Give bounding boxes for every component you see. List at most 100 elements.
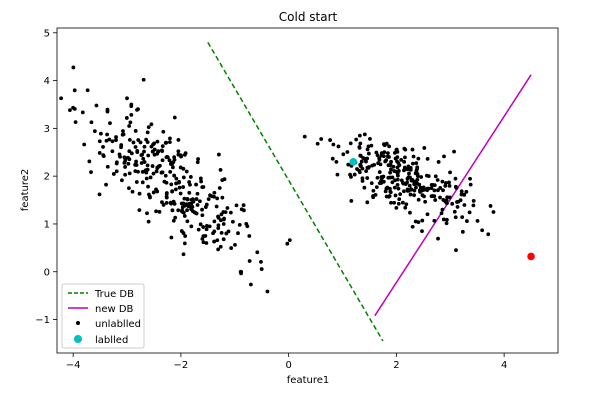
unlabelled-point: [416, 220, 421, 225]
legend-frame: [61, 283, 145, 349]
x-tick-label: −4: [66, 360, 81, 371]
unlabelled-point: [491, 210, 496, 214]
unlabelled-point: [126, 155, 130, 160]
unlabelled-point: [121, 132, 126, 137]
unlabelled-point: [411, 161, 415, 166]
unlabelled-point: [173, 215, 178, 220]
unlabelled-point: [401, 181, 406, 186]
unlabelled-point: [464, 189, 469, 194]
unlabelled-point: [362, 132, 367, 137]
unlabelled-point: [142, 144, 147, 149]
unlabelled-point: [142, 149, 146, 154]
unlabelled-point: [200, 213, 205, 218]
unlabelled-point: [141, 156, 146, 161]
unlabelled-point: [458, 198, 463, 203]
unlabelled-point: [405, 180, 409, 185]
unlabelled-point: [206, 197, 211, 202]
unlabelled-point: [358, 162, 363, 167]
unlabelled-point: [460, 215, 465, 220]
unlabelled-point: [152, 141, 157, 146]
unlabelled-point: [185, 197, 190, 201]
unlabelled-point: [105, 164, 110, 169]
unlabelled-point: [440, 179, 445, 184]
unlabelled-point: [386, 175, 391, 180]
unlabelled-point: [414, 161, 419, 166]
unlabelled-point: [391, 164, 396, 169]
unlabelled-point: [341, 152, 346, 157]
unlabelled-point: [244, 221, 249, 226]
unlabelled-point: [176, 208, 181, 213]
unlabelled-point: [366, 166, 371, 170]
unlabelled-point: [465, 219, 469, 223]
unlabelled-point: [198, 176, 203, 181]
unlabelled-point: [468, 176, 472, 181]
unlabelled-point: [436, 160, 441, 164]
unlabelled-point: [388, 170, 393, 175]
unlabelled-point: [370, 163, 375, 168]
unlabelled-point: [170, 208, 175, 213]
y-tick-label: 1: [44, 219, 50, 230]
unlabelled-point: [426, 186, 431, 191]
unlabelled-point: [181, 166, 186, 171]
unlabelled-point: [395, 171, 400, 176]
unlabelled-point: [365, 147, 370, 152]
unlabelled-point: [129, 151, 134, 156]
unlabelled-point: [137, 191, 142, 196]
unlabelled-point: [336, 144, 341, 149]
unlabelled-point: [359, 159, 364, 164]
labelled-point: [527, 252, 535, 261]
unlabelled-point: [420, 229, 424, 233]
unlabelled-point: [406, 175, 411, 180]
unlabelled-point: [97, 192, 102, 197]
unlabelled-point: [377, 170, 382, 174]
unlabelled-point: [441, 217, 446, 222]
unlabelled-point: [68, 108, 72, 112]
unlabelled-point: [110, 149, 115, 154]
unlabelled-point: [174, 181, 178, 186]
unlabelled-point: [407, 183, 412, 188]
unlabelled-point: [393, 193, 398, 198]
unlabelled-point: [181, 185, 186, 189]
unlabelled-point: [168, 200, 173, 205]
unlabelled-point: [145, 167, 150, 172]
unlabelled-point: [352, 172, 357, 177]
unlabelled-point: [420, 218, 425, 223]
axis-ticks: −4 −2 0 2 4 −1 0 1 2 3 4 5: [35, 28, 507, 371]
unlabelled-point: [389, 167, 393, 172]
unlabelled-point: [169, 182, 174, 187]
unlabelled-point: [154, 209, 158, 214]
unlabelled-point: [394, 147, 399, 152]
unlabelled-point: [196, 157, 200, 161]
unlabelled-point: [230, 219, 235, 224]
x-tick-label: −2: [174, 360, 189, 371]
unlabelled-point: [349, 199, 354, 203]
unlabelled-point: [408, 192, 413, 197]
unlabelled-point: [170, 189, 175, 194]
unlabelled-point: [114, 169, 119, 174]
unlabelled-point: [480, 228, 485, 233]
unlabelled-point: [156, 149, 160, 154]
unlabelled-point: [416, 197, 421, 202]
unlabelled-point: [194, 197, 199, 201]
unlabelled-point: [185, 208, 189, 213]
unlabelled-point: [104, 182, 108, 187]
unlabelled-point: [184, 169, 189, 174]
unlabelled-point: [390, 180, 395, 185]
unlabelled-point: [239, 207, 244, 212]
plot-area: −4 −2 0 2 4 −1 0 1 2 3 4 5: [35, 27, 559, 371]
unlabelled-point: [131, 140, 136, 145]
unlabelled-point: [194, 211, 199, 216]
unlabelled-point: [144, 137, 149, 142]
unlabelled-point: [87, 159, 92, 164]
unlabelled-point: [443, 184, 448, 188]
unlabelled-point: [335, 172, 340, 177]
unlabelled-point: [454, 248, 458, 253]
unlabelled-point: [392, 185, 397, 190]
unlabelled-point: [82, 142, 87, 147]
y-tick-label: 0: [44, 267, 50, 278]
unlabelled-point: [187, 190, 192, 195]
unlabelled-point: [178, 153, 183, 158]
unlabelled-point: [187, 201, 192, 206]
unlabelled-point: [200, 185, 205, 190]
unlabelled-point: [172, 157, 177, 162]
